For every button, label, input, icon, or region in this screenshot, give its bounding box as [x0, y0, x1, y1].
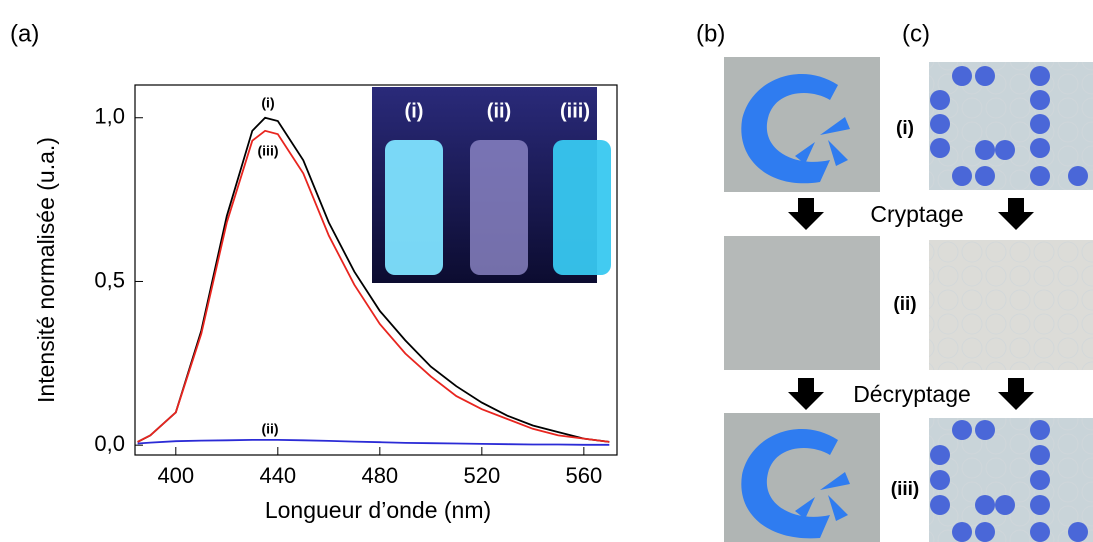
plot-frame — [134, 84, 618, 456]
x-tick-label: 440 — [259, 463, 296, 488]
y-tick-label: 0,0 — [94, 431, 125, 456]
x-tick-label: 480 — [361, 463, 398, 488]
series-line — [137, 439, 610, 446]
y-tick-label: 0,5 — [94, 267, 125, 292]
panel-label: (c) — [902, 20, 930, 47]
row-label: (ii) — [893, 294, 916, 315]
panel-label: (a) — [10, 20, 39, 47]
inset-label: (i) — [405, 100, 424, 122]
y-tick-label: 1,0 — [94, 104, 125, 129]
x-tick-label: 520 — [463, 463, 500, 488]
arrows — [788, 198, 1034, 410]
photo-b — [724, 57, 880, 542]
curve-label: (ii) — [261, 421, 278, 437]
series-line — [137, 116, 610, 443]
x-tick-label: 400 — [157, 463, 194, 488]
step-label: Décryptage — [853, 381, 971, 407]
photo-c — [929, 62, 1093, 542]
plot: 0,0 0,5 1,0 400 440 480 520 560 (i) (iii) (ii) — [94, 84, 618, 488]
y-axis-label: Intensité normalisée (u.a.) — [33, 137, 59, 403]
row-label: (i) — [896, 118, 914, 139]
panel-label: (b) — [696, 20, 725, 47]
x-tick-label: 560 — [565, 463, 602, 488]
row-label: (iii) — [891, 479, 920, 500]
curve-label: (iii) — [258, 143, 279, 159]
x-axis-label: Longueur d’onde (nm) — [265, 497, 491, 523]
inset-photo — [372, 87, 611, 283]
series-line — [137, 129, 610, 443]
curve-label: (i) — [261, 95, 274, 111]
step-label: Cryptage — [870, 201, 963, 227]
inset-label: (ii) — [487, 100, 511, 122]
inset-label: (iii) — [560, 100, 590, 122]
